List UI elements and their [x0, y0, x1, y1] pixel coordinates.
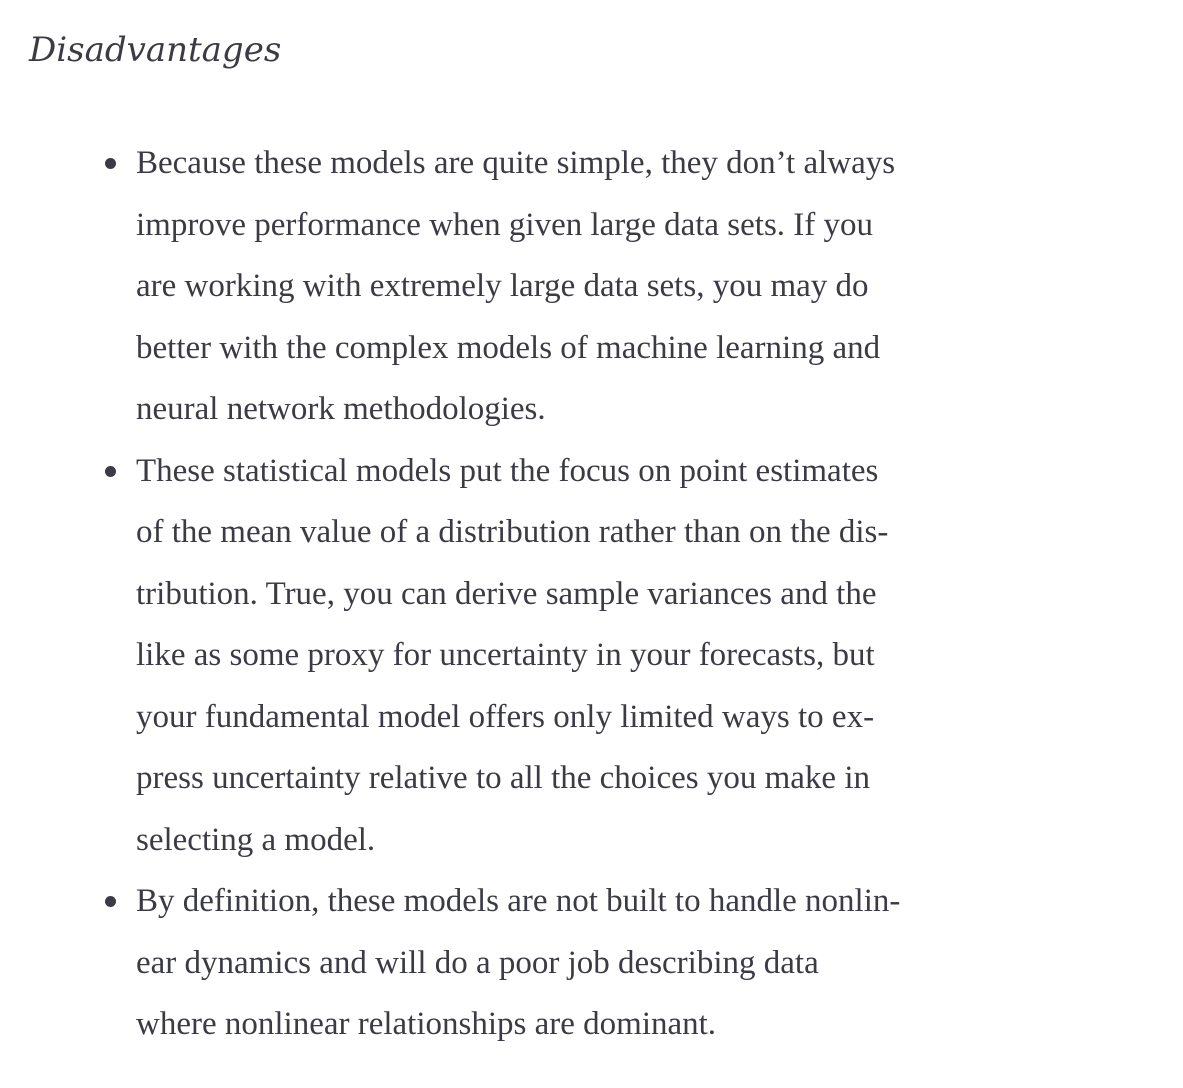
list-item-line: press uncertainty relative to all the ch…: [136, 760, 870, 796]
bullet-icon: [105, 158, 116, 169]
list-item-line: Because these models are quite simple, t…: [136, 145, 896, 181]
list-item-line: By definition, these models are not buil…: [136, 883, 901, 919]
list-item-line: better with the complex models of machin…: [136, 329, 881, 366]
list-item-line: of the mean value of a distribution rath…: [136, 514, 889, 550]
list-item-line: These statistical models put the focus o…: [136, 452, 879, 489]
bullet-icon: [105, 465, 116, 477]
list-item-line: where nonlinear relationships are domina…: [136, 1006, 717, 1042]
list-item-line: your fundamental model offers only limit…: [136, 698, 875, 735]
disadvantages-list: Because these models are quite simple, t…: [105, 133, 1126, 1056]
section-heading: Disadvantages: [29, 30, 282, 70]
list-item-line: tribution. True, you can derive sample v…: [136, 575, 877, 612]
bullet-icon: [105, 896, 116, 907]
list-item-line: like as some proxy for uncertainty in yo…: [136, 637, 875, 673]
list-item-line: are working with extremely large data se…: [136, 268, 869, 304]
list-item: These statistical models put the focus o…: [105, 441, 1126, 872]
list-item-line: improve performance when given large dat…: [136, 206, 874, 243]
list-item: By definition, these models are not buil…: [105, 871, 1126, 1056]
list-item-line: selecting a model.: [136, 821, 376, 858]
list-item: Because these models are quite simple, t…: [105, 133, 1126, 441]
list-item-line: neural network methodologies.: [136, 391, 546, 427]
list-item-line: ear dynamics and will do a poor job desc…: [136, 944, 819, 981]
